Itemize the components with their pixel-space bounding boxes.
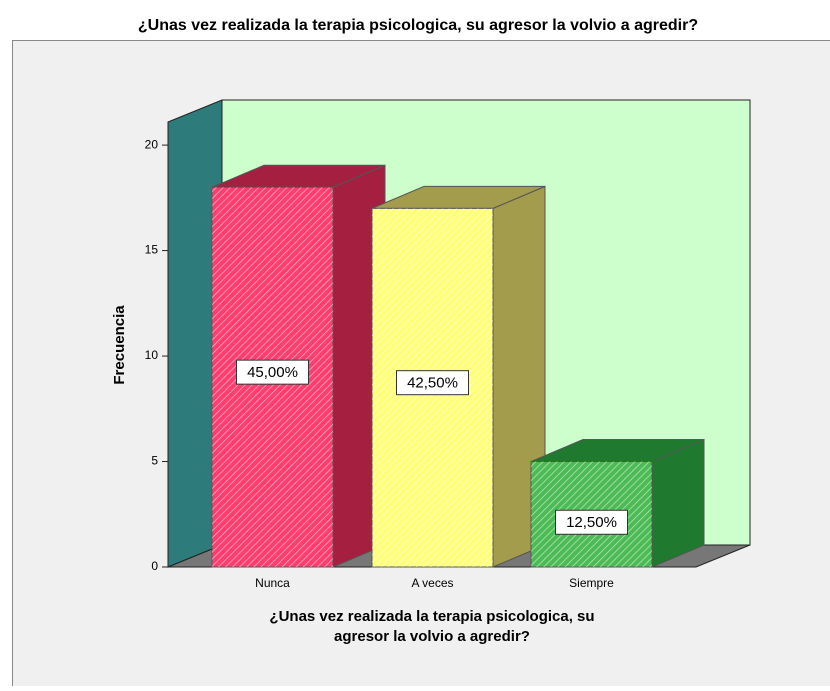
x-tick-label: A veces — [411, 576, 453, 590]
x-tick-label: Siempre — [569, 576, 614, 590]
y-tick-label: 10 — [145, 348, 159, 362]
value-label: 45,00% — [247, 364, 298, 381]
y-axis-title: Frecuencia — [111, 305, 128, 385]
value-label: 12,50% — [566, 514, 617, 531]
value-label: 42,50% — [407, 375, 458, 392]
y-tick-label: 0 — [151, 559, 158, 573]
y-tick-label: 15 — [145, 243, 159, 257]
x-axis-title: agresor la volvio a agredir? — [334, 628, 530, 645]
y-tick-label: 20 — [145, 137, 159, 151]
x-tick-label: Nunca — [255, 576, 290, 590]
y-tick-label: 5 — [151, 454, 158, 468]
x-axis-title: ¿Unas vez realizada la terapia psicologi… — [269, 608, 594, 625]
chart-title: ¿Unas vez realizada la terapia psicologi… — [138, 17, 698, 34]
